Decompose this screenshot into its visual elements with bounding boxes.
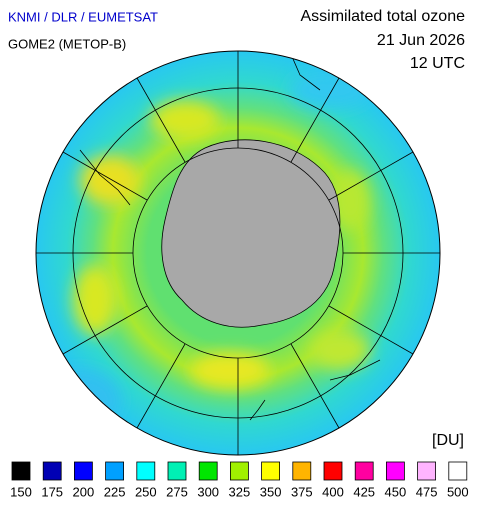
antarctica xyxy=(161,139,341,328)
legend-label: 175 xyxy=(41,484,63,499)
legend-label: 300 xyxy=(197,484,219,499)
legend-label: 425 xyxy=(353,484,375,499)
legend-label: 375 xyxy=(291,484,313,499)
legend-label: 325 xyxy=(229,484,251,499)
legend-swatch xyxy=(354,461,374,481)
legend-swatch xyxy=(417,461,437,481)
legend-label: 450 xyxy=(385,484,407,499)
unit: [DU] xyxy=(432,432,464,449)
legend-label: 475 xyxy=(416,484,438,499)
legend-swatch xyxy=(11,461,31,481)
graticule xyxy=(36,51,440,455)
legend-swatch xyxy=(42,461,62,481)
legend-swatch xyxy=(292,461,312,481)
legend-swatch xyxy=(136,461,156,481)
legend-label: 150 xyxy=(10,484,32,499)
legend-swatch xyxy=(323,461,343,481)
legend-label: 400 xyxy=(322,484,344,499)
legend-swatch xyxy=(385,461,405,481)
legend-swatch xyxy=(229,461,249,481)
map-border xyxy=(35,50,441,456)
legend-swatch xyxy=(105,461,124,481)
legend-label: 500 xyxy=(447,484,469,499)
legend-label: 225 xyxy=(104,484,126,499)
legend-label: 350 xyxy=(260,484,282,499)
legend-swatch xyxy=(448,461,468,481)
color-legend: 150 175 200 225 250 275 300 325 350 375 400 425 450 4… xyxy=(10,461,469,499)
title: Assimilated total ozone xyxy=(300,8,465,25)
legend-swatch xyxy=(74,461,93,481)
legend-swatch xyxy=(198,461,218,481)
date: 21 Jun 2026 xyxy=(377,32,465,49)
instrument: GOME2 (METOP-B) xyxy=(8,36,126,51)
legend-swatch xyxy=(261,461,281,481)
legend-label: 275 xyxy=(166,484,188,499)
legend-label: 200 xyxy=(73,484,95,499)
source: KNMI / DLR / EUMETSAT xyxy=(8,9,158,24)
coastlines xyxy=(79,51,381,421)
legend-label: 250 xyxy=(135,484,157,499)
legend-swatch xyxy=(167,461,187,481)
time: 12 UTC xyxy=(410,55,465,72)
map xyxy=(36,51,440,455)
